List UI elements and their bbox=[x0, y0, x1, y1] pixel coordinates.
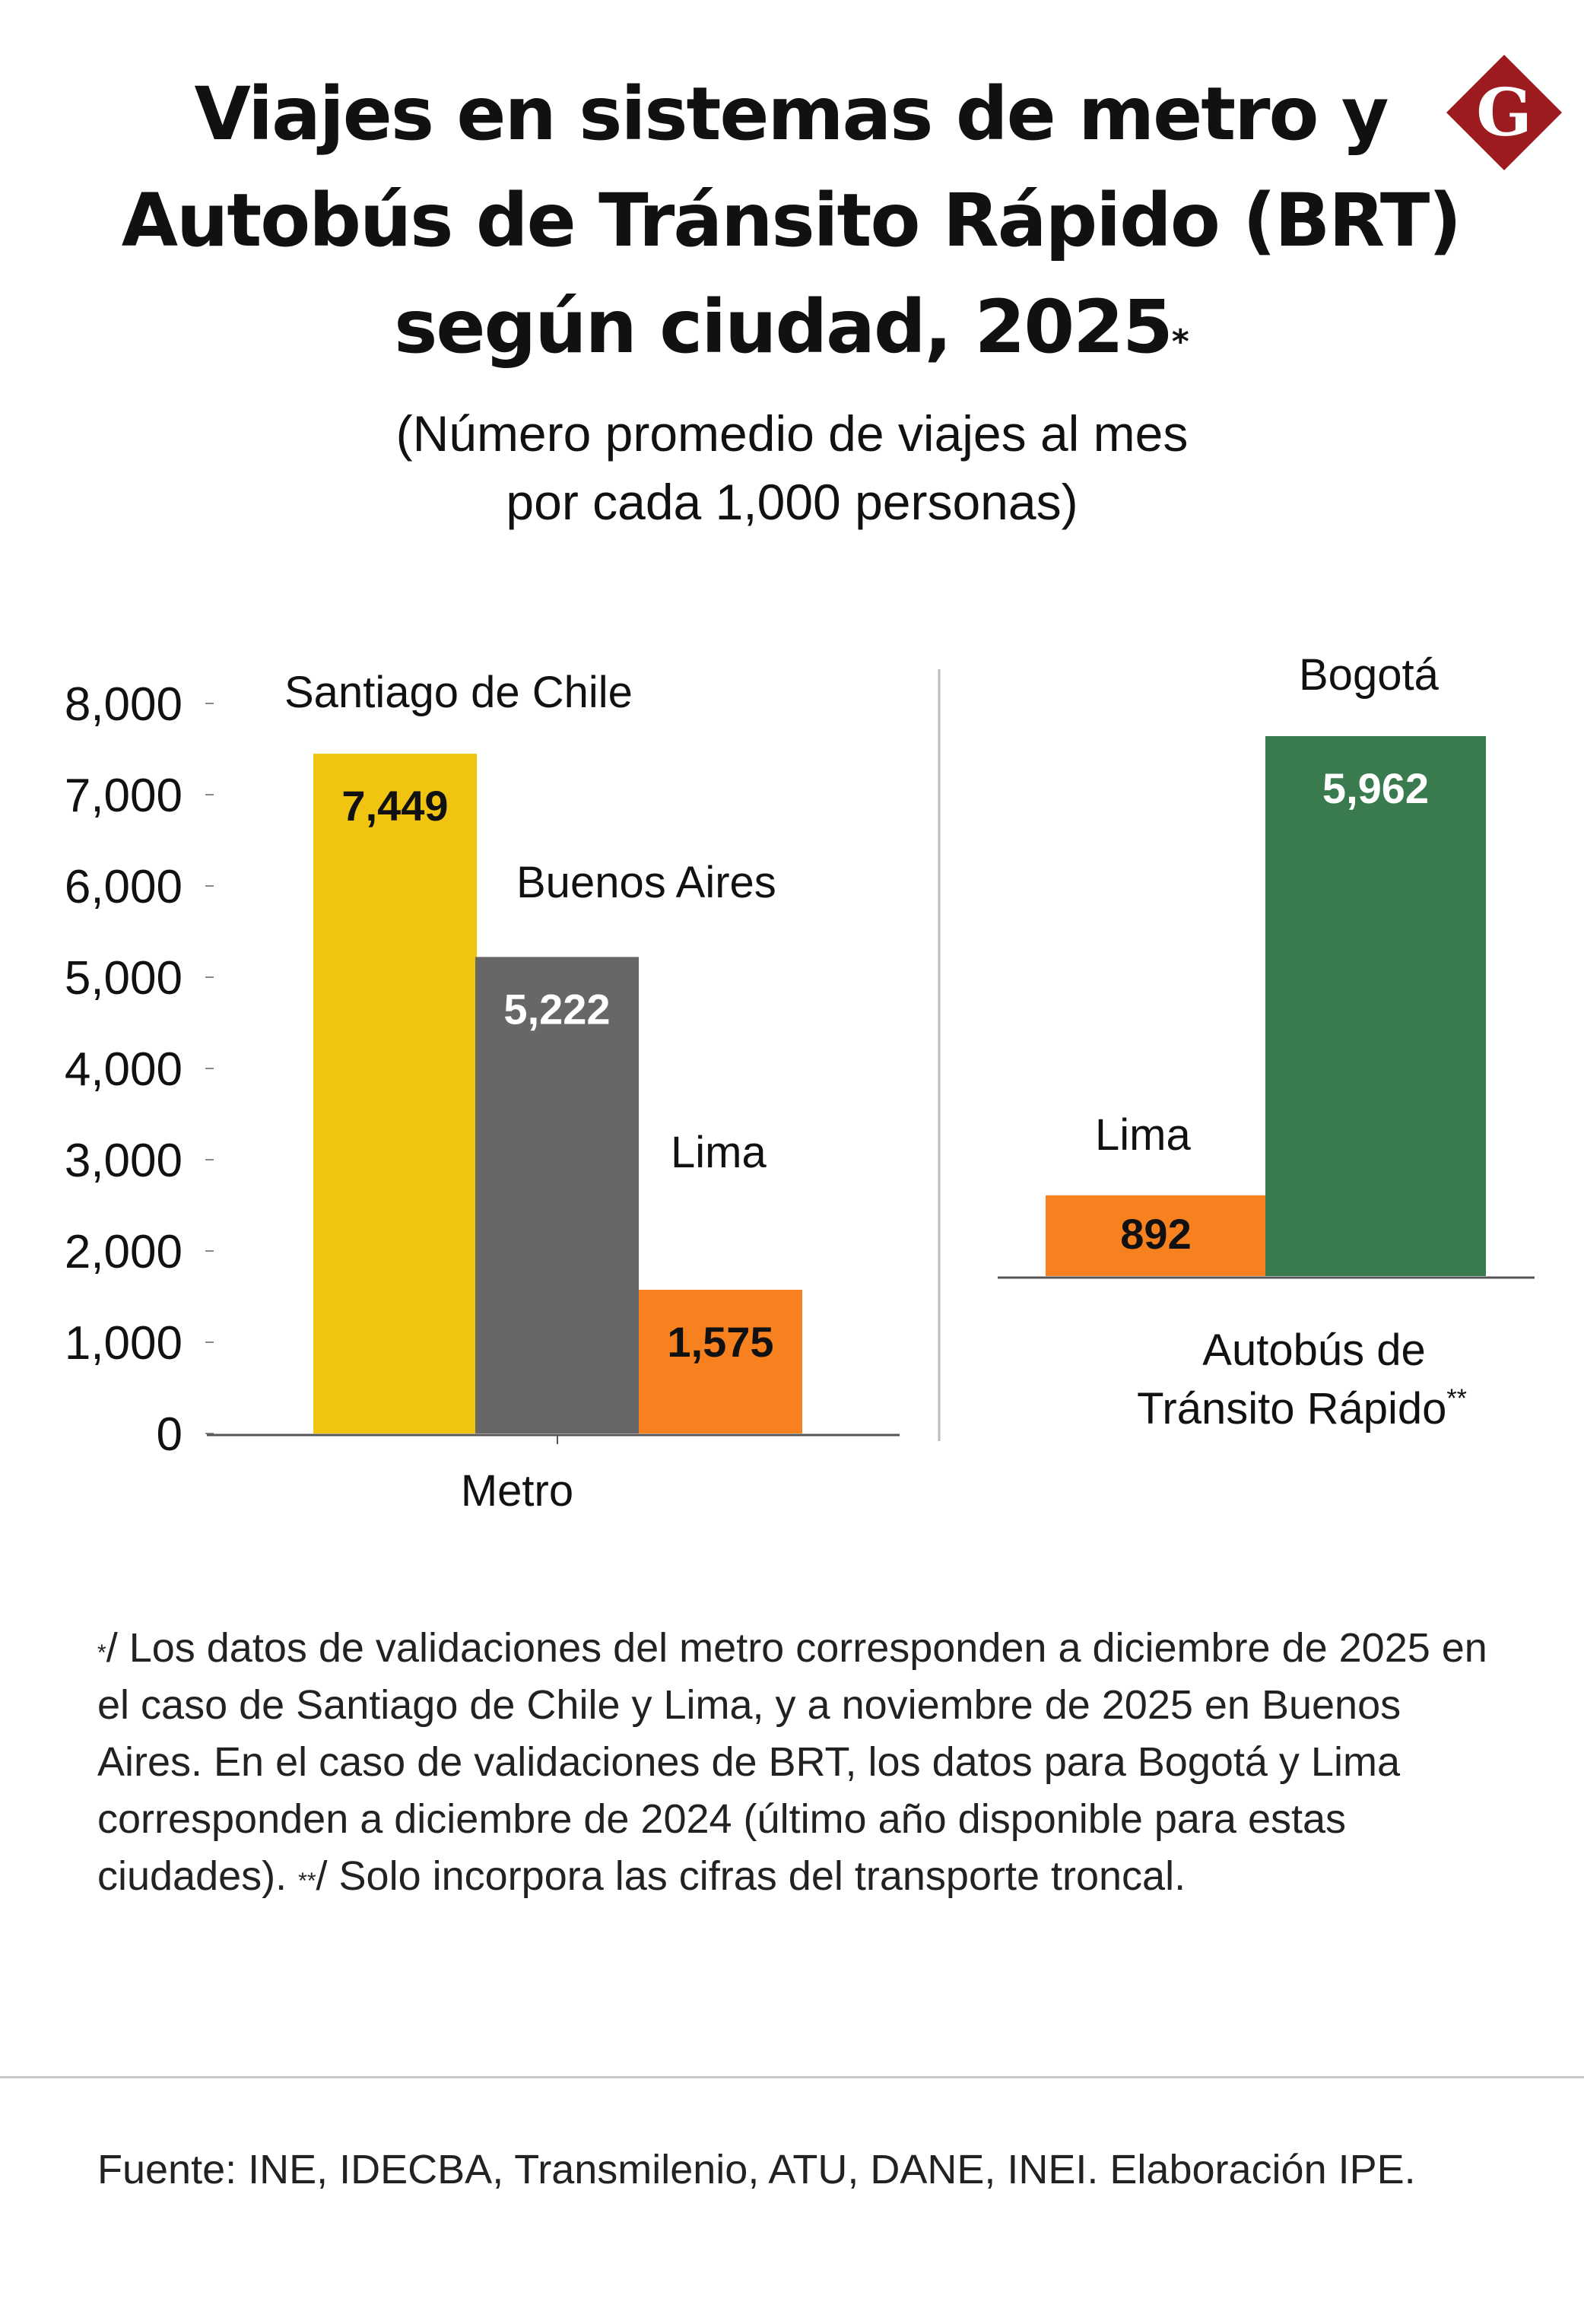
category-label: Bogotá bbox=[1299, 650, 1440, 700]
brt-value-label: 5,962 bbox=[1322, 764, 1429, 812]
y-tick-label: 2,000 bbox=[65, 1226, 183, 1278]
brt-bar bbox=[1265, 736, 1486, 1276]
subtitle-line-1: (Número promedio de viajes al mes bbox=[395, 405, 1189, 462]
category-label: Buenos Aires bbox=[516, 858, 776, 907]
divider bbox=[0, 2076, 1584, 2078]
y-tick-label: 5,000 bbox=[65, 952, 183, 1005]
y-tick-label: 4,000 bbox=[65, 1043, 183, 1096]
y-tick-label: 7,000 bbox=[65, 770, 183, 822]
metro-bar bbox=[475, 957, 639, 1433]
y-tick-label: 0 bbox=[157, 1408, 183, 1461]
category-label: Santiago de Chile bbox=[284, 668, 633, 717]
group-label-metro: Metro bbox=[461, 1466, 573, 1516]
title-line-3-text: según ciudad, 2025 bbox=[394, 284, 1173, 370]
footnote-text-1: / Los datos de validaciones del metro co… bbox=[97, 1625, 1487, 1899]
metro-value-label: 7,449 bbox=[341, 782, 448, 830]
subtitle-line-2: por cada 1,000 personas) bbox=[506, 474, 1078, 530]
chart-title: Viajes en sistemas de metro y Autobús de… bbox=[46, 61, 1536, 380]
metro-value-label: 1,575 bbox=[667, 1318, 773, 1366]
y-tick-label: 8,000 bbox=[65, 678, 183, 731]
title-footnote-mark: * bbox=[1171, 322, 1189, 361]
footnote-mark-1: * bbox=[97, 1640, 106, 1665]
y-tick-label: 1,000 bbox=[65, 1317, 183, 1370]
logo-diamond bbox=[1446, 55, 1562, 170]
metro-bar bbox=[639, 1290, 802, 1433]
title-line-2: Autobús de Tránsito Rápido (BRT) bbox=[121, 178, 1462, 263]
y-tick-label: 3,000 bbox=[65, 1135, 183, 1187]
category-label: Lima bbox=[1095, 1110, 1191, 1160]
group-label-brt-line-1: Autobús de bbox=[1202, 1326, 1425, 1375]
group-label-brt-line-2: Tránsito Rápido** bbox=[1137, 1384, 1467, 1433]
brt-value-label: 892 bbox=[1120, 1210, 1191, 1258]
metro-bar bbox=[313, 754, 477, 1433]
source-note: Fuente: INE, IDECBA, Transmilenio, ATU, … bbox=[97, 2147, 1416, 2192]
group-label-brt-mark: ** bbox=[1446, 1384, 1466, 1413]
y-tick-label: 6,000 bbox=[65, 861, 183, 913]
footnote-text-2: / Solo incorpora las cifras del transpor… bbox=[316, 1853, 1186, 1899]
footnote: */ Los datos de validaciones del metro c… bbox=[97, 1620, 1512, 1905]
group-label-brt-text: Tránsito Rápido bbox=[1137, 1384, 1446, 1433]
title-line-1: Viajes en sistemas de metro y bbox=[194, 71, 1389, 157]
category-label: Lima bbox=[671, 1128, 767, 1177]
brt-bar bbox=[1046, 1195, 1266, 1276]
chart-subtitle: (Número promedio de viajes al mes por ca… bbox=[152, 399, 1432, 536]
brand-logo: G bbox=[1446, 55, 1562, 170]
logo-letter: G bbox=[1476, 75, 1532, 151]
title-line-3: según ciudad, 2025* bbox=[46, 274, 1536, 380]
chart-area: 0 1,000 2,000 3,000 4,000 5,000 6,000 7,000 8,00… bbox=[65, 650, 1535, 1516]
footnote-mark-2: ** bbox=[298, 1868, 316, 1894]
metro-value-label: 5,222 bbox=[503, 985, 610, 1033]
